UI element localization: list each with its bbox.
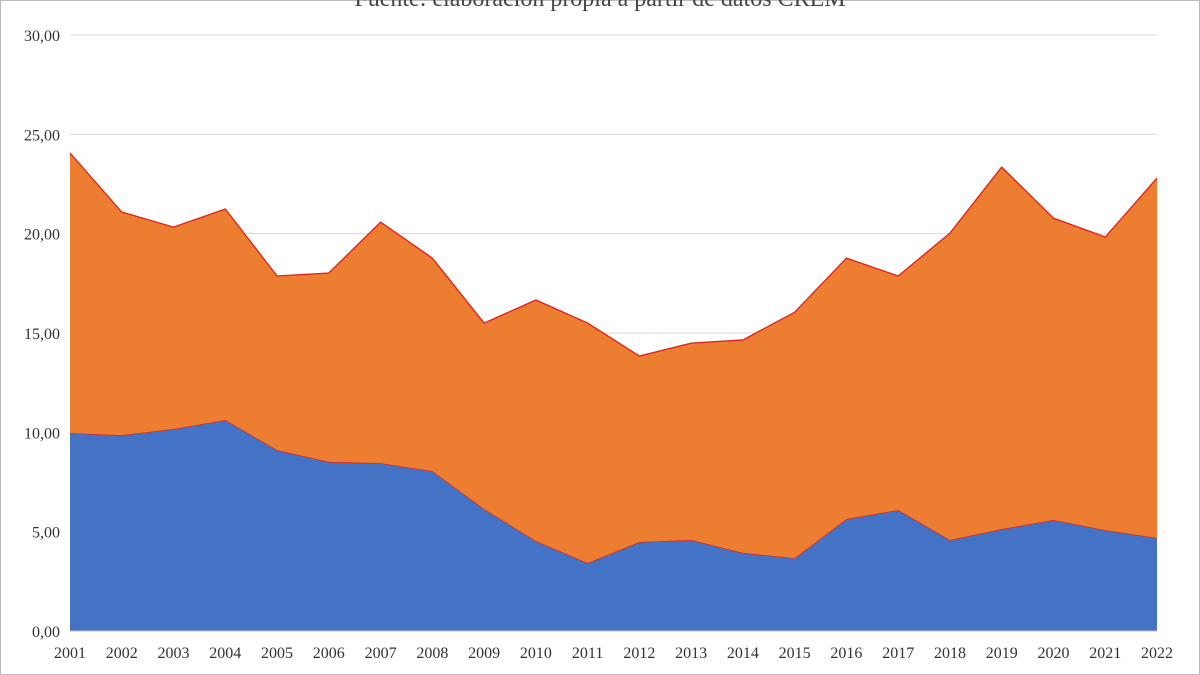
- x-tick-label: 2005: [261, 645, 293, 662]
- y-tick-label: 15,00: [24, 326, 60, 343]
- x-tick-label: 2006: [313, 645, 345, 662]
- x-tick-label: 2016: [830, 645, 862, 662]
- x-tick-label: 2015: [779, 645, 811, 662]
- area-series-1: [70, 420, 1157, 631]
- series-outline-2: [69, 152, 1158, 357]
- x-tick-label: 2017: [882, 645, 914, 662]
- x-tick-label: 2004: [209, 645, 241, 662]
- y-tick-label: 25,00: [24, 127, 60, 144]
- x-tick-label: 2003: [158, 645, 190, 662]
- y-tick-label: 30,00: [24, 28, 60, 45]
- x-tick-label: 2012: [623, 645, 655, 662]
- x-tick-label: 2019: [986, 645, 1018, 662]
- area-series-2: [70, 153, 1157, 564]
- y-tick-label: 5,00: [32, 525, 60, 542]
- x-tick-label: 2009: [468, 645, 500, 662]
- x-tick-label: 2018: [934, 645, 966, 662]
- x-tick-label: 2022: [1141, 645, 1173, 662]
- x-tick-label: 2021: [1089, 645, 1121, 662]
- x-tick-label: 2011: [572, 645, 603, 662]
- y-tick-label: 10,00: [24, 425, 60, 442]
- x-tick-label: 2008: [416, 645, 448, 662]
- x-tick-label: 2010: [520, 645, 552, 662]
- x-tick-label: 2014: [727, 645, 759, 662]
- x-tick-label: 2002: [106, 645, 138, 662]
- chart-subtitle: Fuente: elaboración propia a partir de d…: [0, 0, 1200, 13]
- x-tick-label: 2020: [1037, 645, 1069, 662]
- x-tick-label: 2007: [365, 645, 397, 662]
- x-tick-label: 2013: [675, 645, 707, 662]
- y-tick-label: 20,00: [24, 227, 60, 244]
- y-tick-label: 0,00: [32, 624, 60, 641]
- x-tick-label: 2001: [54, 645, 86, 662]
